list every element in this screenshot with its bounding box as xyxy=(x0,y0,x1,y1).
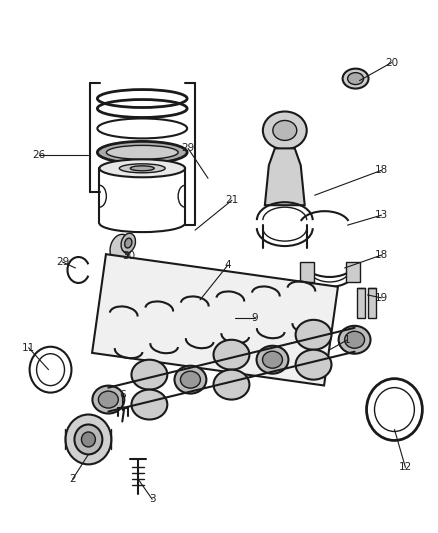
Text: 9: 9 xyxy=(251,313,258,323)
Ellipse shape xyxy=(262,351,283,368)
Text: 6: 6 xyxy=(119,390,126,400)
Bar xyxy=(300,262,314,282)
Ellipse shape xyxy=(106,146,178,159)
Ellipse shape xyxy=(119,164,165,173)
Ellipse shape xyxy=(345,332,364,348)
Text: 11: 11 xyxy=(22,343,35,353)
Text: 29: 29 xyxy=(56,257,69,267)
Text: 4: 4 xyxy=(225,260,231,270)
Text: 29: 29 xyxy=(181,143,195,154)
Ellipse shape xyxy=(131,360,167,390)
Ellipse shape xyxy=(263,111,307,149)
Text: 20: 20 xyxy=(385,58,398,68)
Text: 3: 3 xyxy=(149,494,155,504)
Ellipse shape xyxy=(174,366,206,393)
Ellipse shape xyxy=(180,371,201,388)
Text: 26: 26 xyxy=(32,150,45,160)
Text: 2: 2 xyxy=(69,474,76,484)
Ellipse shape xyxy=(296,320,332,350)
Text: 18: 18 xyxy=(375,250,388,260)
Polygon shape xyxy=(265,148,305,205)
Bar xyxy=(357,288,364,318)
Ellipse shape xyxy=(348,72,364,85)
Bar xyxy=(92,254,338,385)
Ellipse shape xyxy=(99,391,118,408)
Text: 12: 12 xyxy=(399,462,412,472)
Ellipse shape xyxy=(74,424,102,455)
Text: 21: 21 xyxy=(225,195,239,205)
Text: 18: 18 xyxy=(375,165,388,175)
Ellipse shape xyxy=(273,120,297,140)
Bar xyxy=(346,262,360,282)
Ellipse shape xyxy=(66,415,111,464)
Ellipse shape xyxy=(339,326,371,354)
Ellipse shape xyxy=(125,238,132,248)
Text: 13: 13 xyxy=(375,210,388,220)
Ellipse shape xyxy=(213,370,249,400)
Ellipse shape xyxy=(99,159,185,177)
Ellipse shape xyxy=(257,346,289,374)
Ellipse shape xyxy=(121,233,135,253)
Text: 19: 19 xyxy=(375,293,388,303)
Ellipse shape xyxy=(92,385,124,414)
Bar xyxy=(367,288,375,318)
Ellipse shape xyxy=(296,350,332,379)
Text: 1: 1 xyxy=(344,335,351,345)
Ellipse shape xyxy=(110,235,131,262)
Ellipse shape xyxy=(97,141,187,163)
Ellipse shape xyxy=(343,69,368,88)
Ellipse shape xyxy=(130,166,154,171)
Ellipse shape xyxy=(213,340,249,370)
Ellipse shape xyxy=(81,432,95,447)
Ellipse shape xyxy=(131,390,167,419)
Text: 30: 30 xyxy=(122,251,135,261)
